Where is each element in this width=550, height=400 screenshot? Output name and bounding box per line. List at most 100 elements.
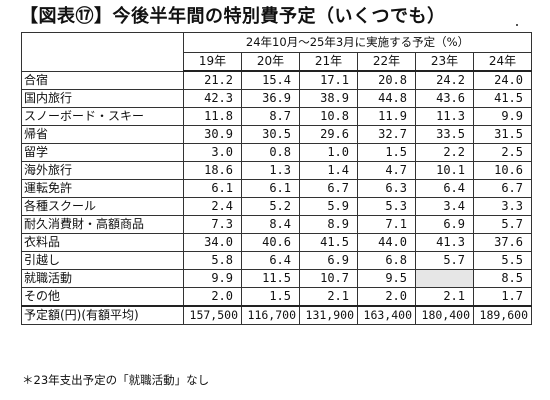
value-cell: 6.4 [241,251,300,270]
year-header: 23年 [415,52,474,72]
total-value-cell: 189,600 [473,305,532,325]
value-cell: 8.9 [299,215,358,234]
value-cell: 9.5 [357,269,416,288]
total-row: 予定額(円)(有額平均) 157,500 116,700 131,900 163,400… [21,305,532,325]
value-cell: 17.1 [299,70,358,90]
value-cell: 8.4 [241,215,300,234]
total-label: 予定額(円)(有額平均) [21,305,184,325]
total-value-cell: 131,900 [299,305,358,325]
value-cell: 38.9 [299,89,358,108]
value-cell: 31.5 [473,125,532,144]
value-cell: 6.3 [357,179,416,198]
value-cell: 43.6 [415,89,474,108]
value-cell: 2.0 [357,287,416,307]
value-cell: 5.7 [473,215,532,234]
table-body: 合宿 21.2 15.4 17.1 20.8 24.2 24.0 国内旅行 42.3 36.9 38… [21,70,532,325]
table-row: 各種スクール 2.4 5.2 5.9 5.3 3.4 3.3 [21,197,532,216]
chart-title: 【図表⑰】今後半年間の特別費予定（いくつでも） [20,6,446,27]
value-cell: 8.7 [241,107,300,126]
value-cell: 30.5 [241,125,300,144]
row-label: スノーボード・スキー [21,107,184,126]
value-cell: 1.4 [299,161,358,180]
value-cell: 1.5 [357,143,416,162]
table-row: 運転免許 6.1 6.1 6.7 6.3 6.4 6.7 [21,179,532,198]
row-label: 帰省 [21,125,184,144]
table-row: スノーボード・スキー 11.8 8.7 10.8 11.9 11.3 9.9 [21,107,532,126]
value-cell: 6.9 [415,215,474,234]
row-label: 耐久消費財・高額商品 [21,215,184,234]
value-cell: 20.8 [357,70,416,90]
row-label: 引越し [21,251,184,270]
empty-cell [415,269,474,288]
table-row: 耐久消費財・高額商品 7.3 8.4 8.9 7.1 6.9 5.7 [21,215,532,234]
value-cell: 6.1 [183,179,242,198]
value-cell: 2.1 [299,287,358,307]
value-cell: 9.9 [183,269,242,288]
value-cell: 6.4 [415,179,474,198]
table-row: 引越し 5.8 6.4 6.9 6.8 5.7 5.5 [21,251,532,270]
corner-cell [21,32,184,72]
value-cell: 30.9 [183,125,242,144]
table-row: 合宿 21.2 15.4 17.1 20.8 24.2 24.0 [21,70,532,90]
row-label: 合宿 [21,70,184,90]
value-cell: 15.4 [241,70,300,90]
value-cell: 21.2 [183,70,242,90]
year-header: 19年 [183,52,242,72]
value-cell: 24.2 [415,70,474,90]
period-header: 24年10月～25年3月に実施する予定（%） [183,32,532,53]
table-row: その他 2.0 1.5 2.1 2.0 2.1 1.7 [21,287,532,307]
value-cell: 32.7 [357,125,416,144]
row-label: 留学 [21,143,184,162]
value-cell: 40.6 [241,233,300,252]
value-cell: 2.2 [415,143,474,162]
value-cell: 11.3 [415,107,474,126]
value-cell: 5.7 [415,251,474,270]
value-cell: 11.9 [357,107,416,126]
value-cell: 34.0 [183,233,242,252]
value-cell: 2.4 [183,197,242,216]
value-cell: 5.3 [357,197,416,216]
data-table: 24年10月～25年3月に実施する予定（%） 19年 20年 21年 22年 2… [21,32,532,325]
value-cell: 11.5 [241,269,300,288]
value-cell: 1.7 [473,287,532,307]
value-cell: 41.3 [415,233,474,252]
year-header: 20年 [241,52,300,72]
value-cell: 5.5 [473,251,532,270]
value-cell: 5.9 [299,197,358,216]
total-value-cell: 116,700 [241,305,300,325]
value-cell: 6.1 [241,179,300,198]
value-cell: 3.3 [473,197,532,216]
value-cell: 36.9 [241,89,300,108]
value-cell: 44.0 [357,233,416,252]
value-cell: 4.7 [357,161,416,180]
value-cell: 41.5 [299,233,358,252]
row-label: 海外旅行 [21,161,184,180]
row-label: その他 [21,287,184,307]
value-cell: 37.6 [473,233,532,252]
value-cell: 11.8 [183,107,242,126]
year-header: 24年 [473,52,532,72]
value-cell: 1.3 [241,161,300,180]
row-label: 国内旅行 [21,89,184,108]
value-cell: 10.1 [415,161,474,180]
value-cell: 3.4 [415,197,474,216]
value-cell: 41.5 [473,89,532,108]
value-cell: 7.1 [357,215,416,234]
table-row: 国内旅行 42.3 36.9 38.9 44.8 43.6 41.5 [21,89,532,108]
total-value-cell: 163,400 [357,305,416,325]
year-header: 21年 [299,52,358,72]
value-cell: 6.8 [357,251,416,270]
value-cell: 3.0 [183,143,242,162]
footnote: ＊23年支出予定の「就職活動」なし [22,373,210,387]
table-row: 留学 3.0 0.8 1.0 1.5 2.2 2.5 [21,143,532,162]
value-cell: 8.5 [473,269,532,288]
table-row: 就職活動 9.9 11.5 10.7 9.5 8.5 [21,269,532,288]
row-label: 衣料品 [21,233,184,252]
value-cell: 44.8 [357,89,416,108]
value-cell: 7.3 [183,215,242,234]
value-cell: 9.9 [473,107,532,126]
table-row: 衣料品 34.0 40.6 41.5 44.0 41.3 37.6 [21,233,532,252]
value-cell: 2.5 [473,143,532,162]
value-cell: 29.6 [299,125,358,144]
value-cell: 5.2 [241,197,300,216]
